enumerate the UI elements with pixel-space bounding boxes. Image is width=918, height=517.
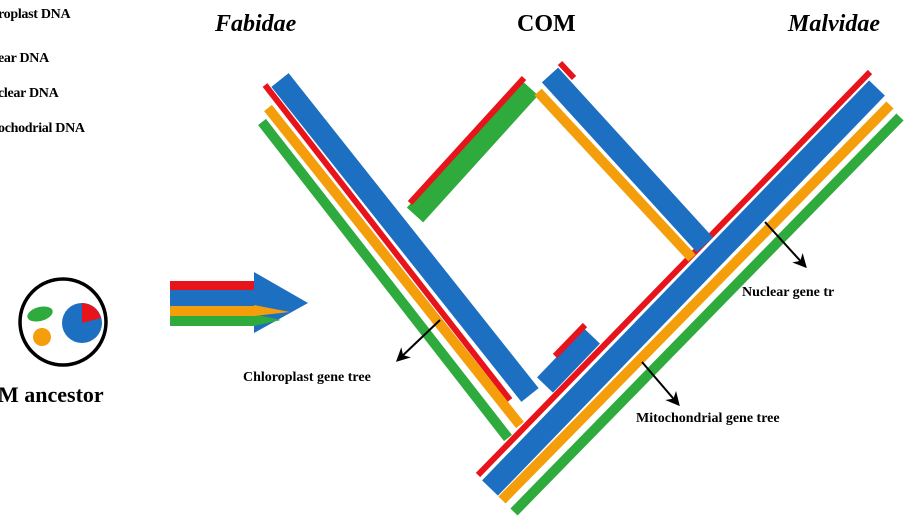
transition-arrow <box>170 272 308 333</box>
legend-item-mitochondrial: ochodrial DNA <box>0 121 85 136</box>
phylogenetic-tree <box>258 60 904 516</box>
legend-item-chloroplast: roplast DNA <box>0 7 71 22</box>
root-connector <box>537 322 600 393</box>
malvidae-branch <box>475 69 904 516</box>
fabidae-branch <box>258 73 539 442</box>
com-left-connector <box>406 75 539 223</box>
nuclear-gene-tree-label: Nuclear gene tr <box>742 285 835 300</box>
chloroplast-gene-tree-label: Chloroplast gene tree <box>243 370 371 385</box>
legend-item-nuclear-2: clear DNA <box>0 86 59 101</box>
ancestor-label: M ancestor <box>0 382 104 407</box>
ancestor-cell-icon <box>18 277 108 367</box>
chloroplast-pointer-arrow <box>395 319 441 362</box>
clade-label-malvidae: Malvidae <box>788 11 880 37</box>
legend-item-nuclear: ear DNA <box>0 51 49 66</box>
mitochondrial-gene-tree-label: Mitochondrial gene tree <box>636 411 780 426</box>
clade-label-com: COM <box>517 11 576 37</box>
com-right-connector <box>534 60 714 262</box>
nuclear-pointer-arrow <box>764 221 807 269</box>
clade-label-fabidae: Fabidae <box>215 11 297 37</box>
mitochondrial-pointer-arrow <box>641 361 680 407</box>
